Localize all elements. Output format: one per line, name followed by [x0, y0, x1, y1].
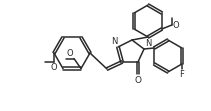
Text: O: O — [51, 63, 57, 72]
Text: F: F — [179, 70, 184, 79]
Text: O: O — [66, 49, 73, 58]
Text: O: O — [173, 21, 180, 30]
Text: N: N — [145, 39, 151, 48]
Text: O: O — [134, 76, 142, 85]
Text: N: N — [111, 37, 117, 46]
